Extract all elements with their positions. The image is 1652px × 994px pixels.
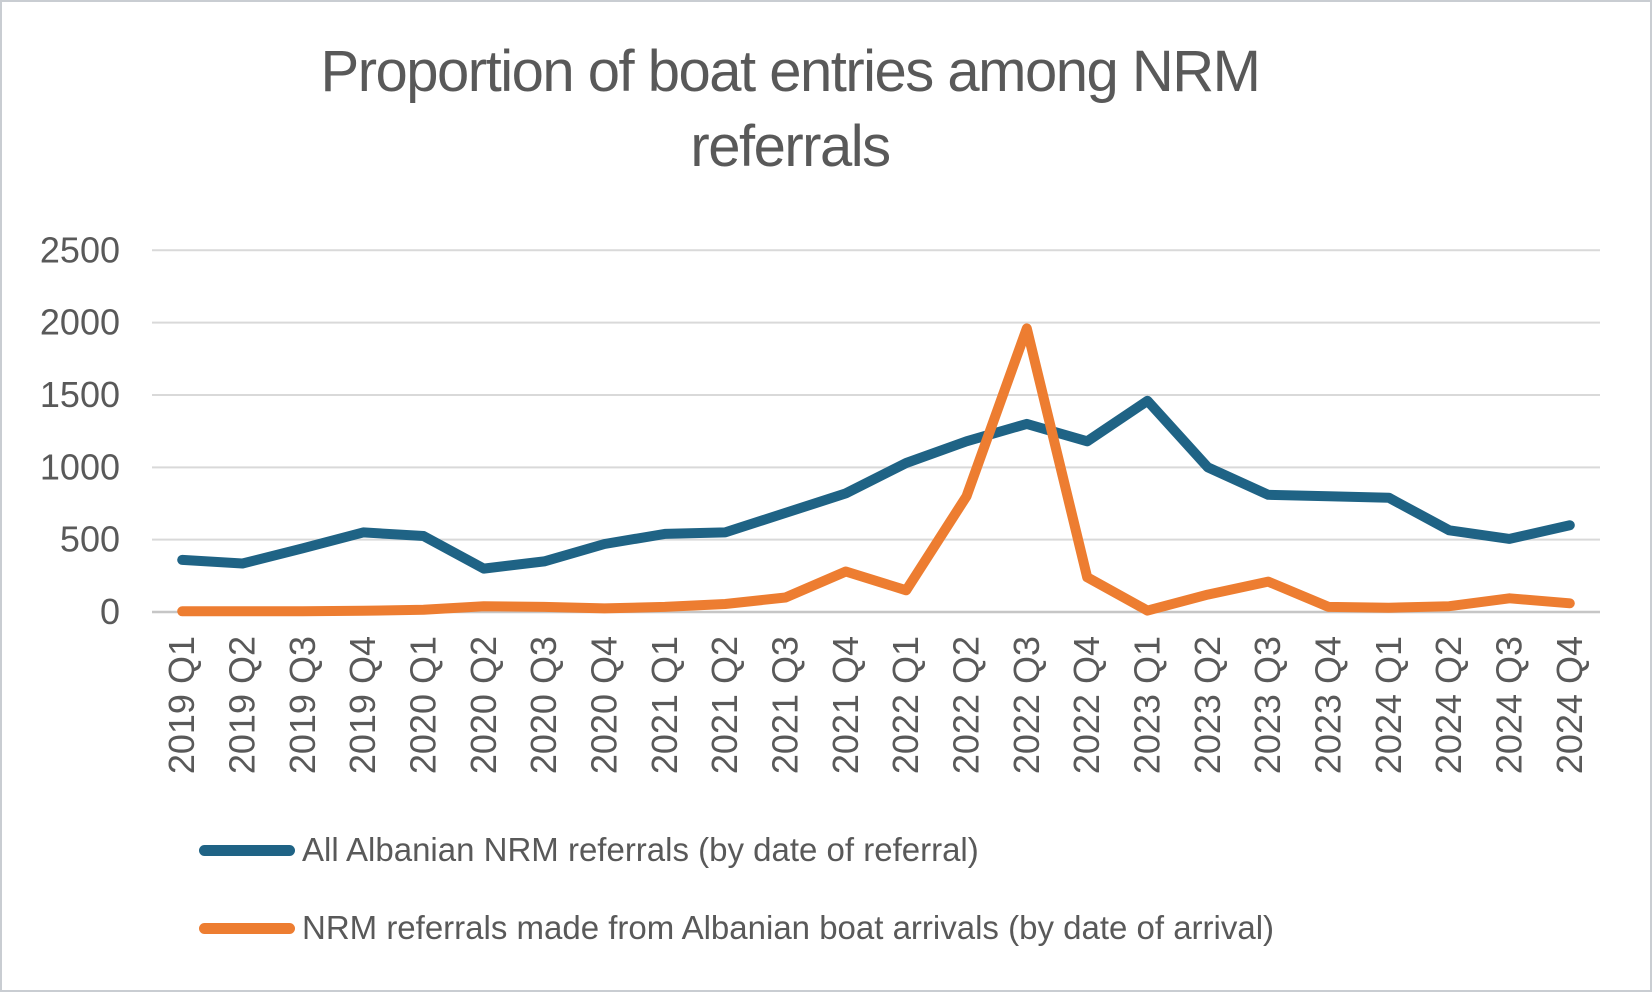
x-axis-label-2024-Q3: 2024 Q3 xyxy=(1489,636,1530,774)
x-axis-label-2020-Q2: 2020 Q2 xyxy=(463,636,504,774)
x-axis-label-2020-Q4: 2020 Q4 xyxy=(584,636,625,774)
legend-item-boat-arrivals: NRM referrals made from Albanian boat ar… xyxy=(199,902,1274,954)
x-axis-label-2022-Q4: 2022 Q4 xyxy=(1066,636,1107,774)
x-axis-label-2019-Q1: 2019 Q1 xyxy=(161,636,202,774)
legend-label-boat-arrivals: NRM referrals made from Albanian boat ar… xyxy=(302,909,1275,946)
legend: All Albanian NRM referrals (by date of r… xyxy=(199,824,1274,954)
series-line-all-albanian-nrm-referrals xyxy=(177,395,1575,574)
y-axis-label-1500: 1500 xyxy=(40,374,120,415)
x-axis-label-2023-Q4: 2023 Q4 xyxy=(1308,636,1349,774)
x-axis-label-2022-Q1: 2022 Q1 xyxy=(885,636,926,774)
x-axis-label-2022-Q2: 2022 Q2 xyxy=(946,636,987,774)
legend-item-all-referrals: All Albanian NRM referrals (by date of r… xyxy=(199,824,1274,876)
x-axis-label-2024-Q4: 2024 Q4 xyxy=(1549,636,1590,774)
x-axis-label-2019-Q2: 2019 Q2 xyxy=(222,636,263,774)
x-axis-label-2021-Q2: 2021 Q2 xyxy=(704,636,745,774)
x-axis-label-2023-Q3: 2023 Q3 xyxy=(1247,636,1288,774)
x-axis-label-2019-Q3: 2019 Q3 xyxy=(282,636,323,774)
legend-label-all-referrals: All Albanian NRM referrals (by date of r… xyxy=(302,831,979,868)
legend-marker-blue-line xyxy=(199,844,295,856)
x-axis-label-2024-Q1: 2024 Q1 xyxy=(1368,636,1409,774)
legend-marker-orange-line xyxy=(199,922,295,934)
chart-title: Proportion of boat entries among NRM ref… xyxy=(38,34,1542,185)
x-axis-label-2021-Q3: 2021 Q3 xyxy=(765,636,806,774)
x-axis-label-2019-Q4: 2019 Q4 xyxy=(342,636,383,774)
x-axis-label-2023-Q2: 2023 Q2 xyxy=(1187,636,1228,774)
x-axis-label-2020-Q3: 2020 Q3 xyxy=(523,636,564,774)
x-axis-label-2020-Q1: 2020 Q1 xyxy=(403,636,444,774)
y-axis-label-2500: 2500 xyxy=(40,229,120,270)
chart-title-text: Proportion of boat entries among NRM ref… xyxy=(320,39,1261,180)
y-axis-label-500: 500 xyxy=(60,519,120,560)
x-axis-label-2023-Q1: 2023 Q1 xyxy=(1127,636,1168,774)
y-axis-label-2000: 2000 xyxy=(40,302,120,343)
x-axis-label-2022-Q3: 2022 Q3 xyxy=(1006,636,1047,774)
x-axis-label-2024-Q2: 2024 Q2 xyxy=(1428,636,1469,774)
series-line-albanian-boat-arrival-referrals xyxy=(177,323,1575,617)
x-axis-label-2021-Q4: 2021 Q4 xyxy=(825,636,866,774)
x-axis-label-2021-Q1: 2021 Q1 xyxy=(644,636,685,774)
y-axis-label-0: 0 xyxy=(100,591,120,632)
y-axis-label-1000: 1000 xyxy=(40,446,120,487)
